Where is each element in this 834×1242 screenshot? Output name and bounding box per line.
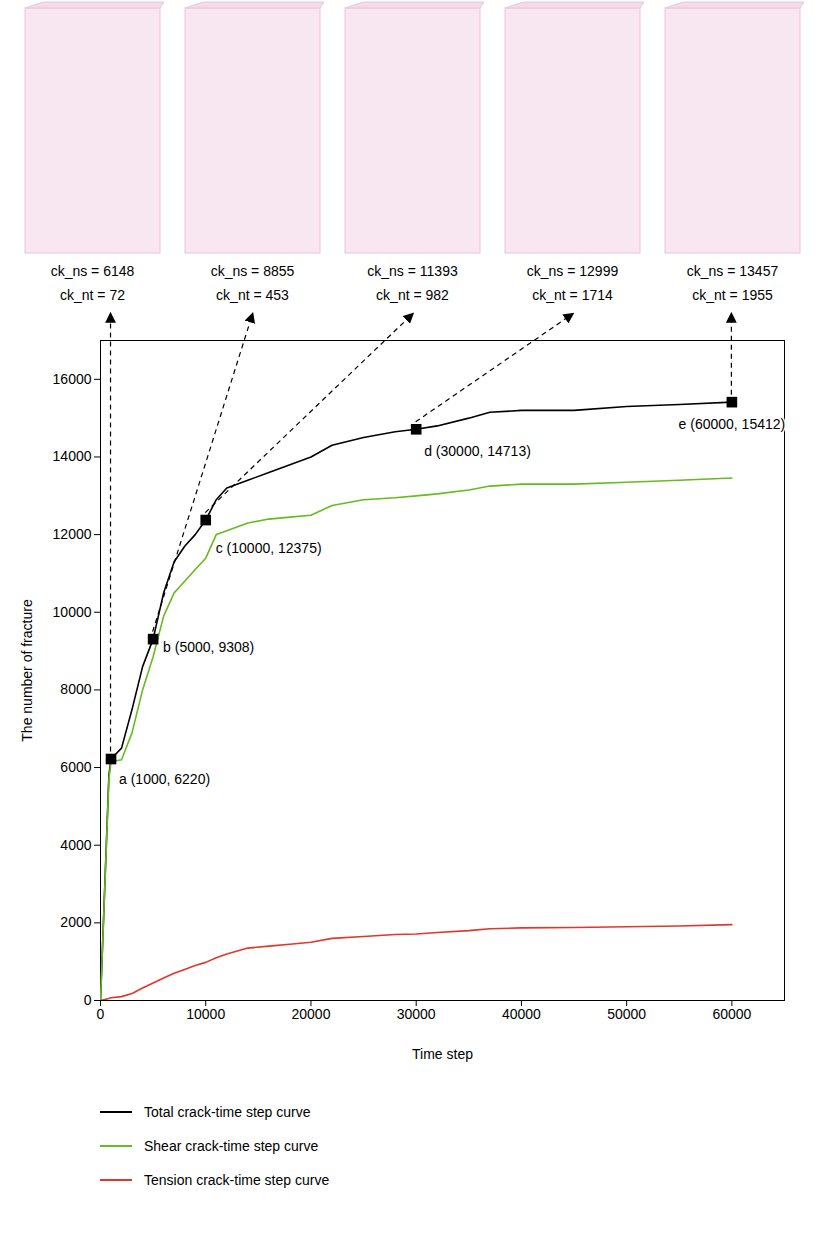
svg-text:6000: 6000 bbox=[60, 759, 91, 775]
svg-text:0: 0 bbox=[84, 992, 92, 1008]
svg-text:60000: 60000 bbox=[712, 1006, 751, 1022]
svg-text:0: 0 bbox=[97, 1006, 105, 1022]
svg-text:20000: 20000 bbox=[291, 1006, 330, 1022]
svg-text:e (60000, 15412): e (60000, 15412) bbox=[679, 416, 786, 432]
svg-text:ck_nt = 982: ck_nt = 982 bbox=[376, 287, 449, 303]
svg-text:a (1000, 6220): a (1000, 6220) bbox=[119, 770, 210, 786]
svg-text:10000: 10000 bbox=[53, 604, 92, 620]
svg-text:30000: 30000 bbox=[397, 1006, 436, 1022]
svg-text:50000: 50000 bbox=[607, 1006, 646, 1022]
svg-text:ck_nt = 1714: ck_nt = 1714 bbox=[532, 287, 613, 303]
html-text:Tension crack-time step curve: Tension crack-time step curve bbox=[144, 1172, 330, 1188]
svg-text:ck_ns = 8855: ck_ns = 8855 bbox=[211, 263, 295, 279]
svg-text:ck_ns = 6148: ck_ns = 6148 bbox=[51, 263, 135, 279]
svg-text:ck_ns = 12999: ck_ns = 12999 bbox=[527, 263, 619, 279]
svg-text:40000: 40000 bbox=[502, 1006, 541, 1022]
svg-text:ck_nt = 1955: ck_nt = 1955 bbox=[692, 287, 773, 303]
svg-text:c (10000, 12375): c (10000, 12375) bbox=[216, 540, 322, 556]
svg-text:b (5000, 9308): b (5000, 9308) bbox=[163, 639, 254, 655]
svg-text:ck_nt = 72: ck_nt = 72 bbox=[60, 287, 125, 303]
svg-text:Time step: Time step bbox=[412, 1046, 473, 1062]
html-text:Shear crack-time step curve: Shear crack-time step curve bbox=[144, 1138, 319, 1154]
svg-text:12000: 12000 bbox=[53, 526, 92, 542]
svg-text:2000: 2000 bbox=[60, 914, 91, 930]
html-text:Total crack-time step curve: Total crack-time step curve bbox=[144, 1104, 311, 1120]
svg-text:10000: 10000 bbox=[186, 1006, 225, 1022]
svg-text:The number of fracture: The number of fracture bbox=[19, 599, 35, 742]
svg-text:d (30000, 14713): d (30000, 14713) bbox=[424, 443, 531, 459]
svg-text:16000: 16000 bbox=[53, 371, 92, 387]
svg-text:ck_nt = 453: ck_nt = 453 bbox=[216, 287, 289, 303]
svg-text:8000: 8000 bbox=[60, 681, 91, 697]
svg-text:ck_ns = 13457: ck_ns = 13457 bbox=[687, 263, 779, 279]
svg-text:ck_ns = 11393: ck_ns = 11393 bbox=[367, 263, 458, 279]
svg-text:4000: 4000 bbox=[60, 837, 91, 853]
svg-text:14000: 14000 bbox=[53, 448, 92, 464]
